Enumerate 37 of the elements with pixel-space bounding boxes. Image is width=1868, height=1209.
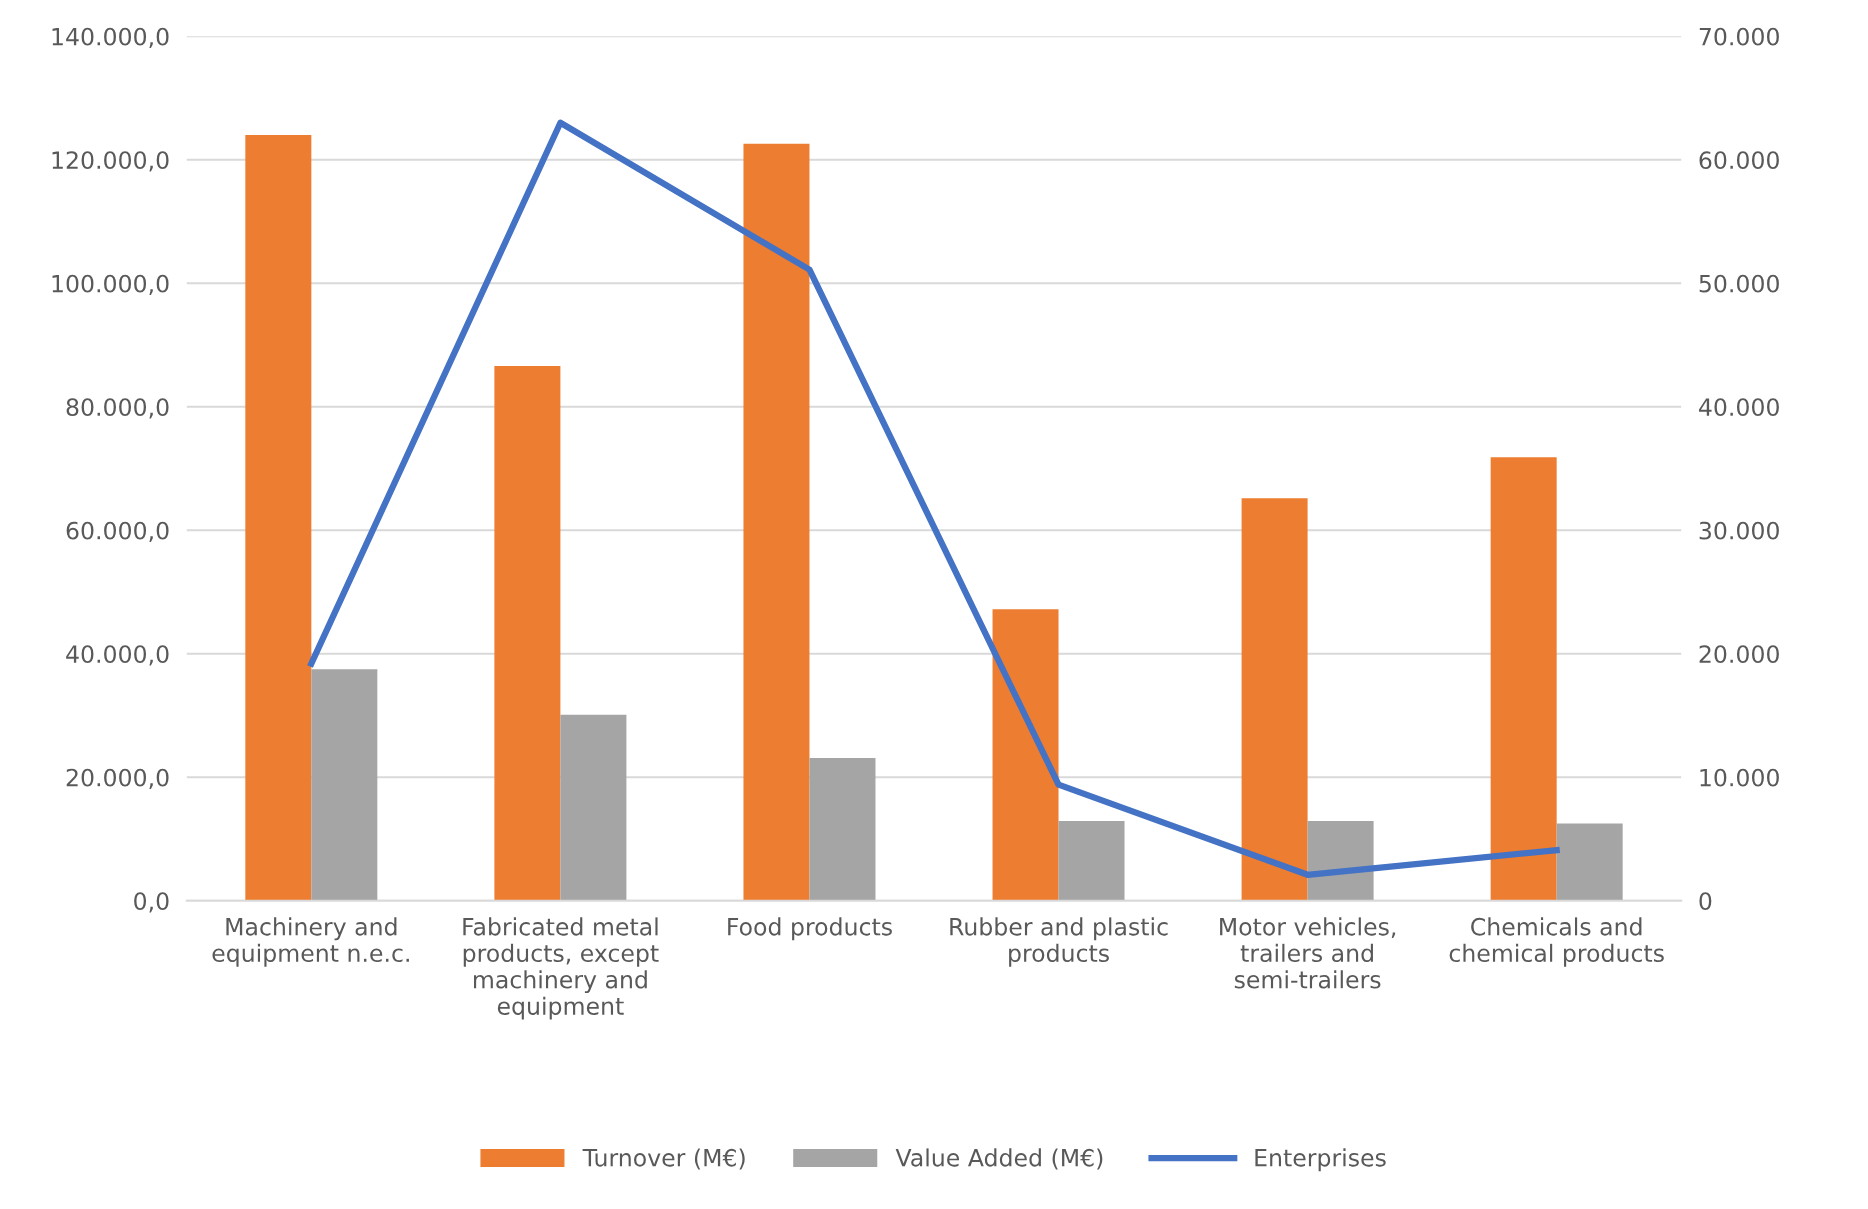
bar: [560, 714, 627, 901]
x-tick-label: Machinery and equipment n.e.c.: [212, 917, 409, 967]
bar: [1490, 457, 1557, 901]
bar: [809, 758, 876, 901]
bar: [1307, 821, 1374, 901]
x-tick-label: Rubber and plastic products: [950, 917, 1168, 967]
bar: [311, 669, 378, 901]
y-tick-label: 60.000,0: [66, 521, 169, 542]
y-tick-label: 140.000,0: [52, 27, 169, 48]
y2-tick-label: 20.000: [1699, 645, 1779, 664]
y-tick-label: 120.000,0: [52, 151, 169, 172]
bar: [1556, 823, 1623, 901]
bar: [245, 135, 312, 901]
legend-label: Turnover (M€): [582, 1148, 745, 1170]
bar: [743, 143, 810, 901]
y-tick-label: 0,0: [134, 892, 169, 913]
y-tick-label: 80.000,0: [66, 398, 169, 419]
bar: [992, 609, 1059, 901]
y-tick-label: 20.000,0: [66, 768, 169, 789]
x-tick-label: Food products: [728, 917, 892, 941]
bar: [494, 365, 561, 901]
y-tick-label: 40.000,0: [66, 645, 169, 666]
y2-tick-label: 60.000: [1699, 151, 1779, 170]
x-tick-label: Chemicals and chemical products: [1449, 917, 1664, 967]
y-tick-label: 100.000,0: [52, 274, 169, 295]
legend-label: Enterprises: [1255, 1148, 1386, 1172]
y2-tick-label: 10.000: [1700, 768, 1779, 787]
x-tick-label: Motor vehicles, trailers and semi-trailers: [1220, 917, 1396, 989]
y2-tick-label: 70.000: [1699, 27, 1779, 46]
y2-tick-label: 50.000: [1699, 274, 1779, 293]
y2-tick-label: 30.000: [1699, 521, 1779, 540]
legend-label: Value Added (M€): [895, 1148, 1103, 1170]
y2-tick-label: 40.000: [1699, 398, 1779, 417]
bar: [1058, 821, 1125, 901]
x-tick-label: Fabricated metal products, except machinery and equipment: [463, 917, 659, 1020]
bar: [1241, 498, 1308, 901]
y2-tick-label: 0: [1699, 892, 1712, 911]
